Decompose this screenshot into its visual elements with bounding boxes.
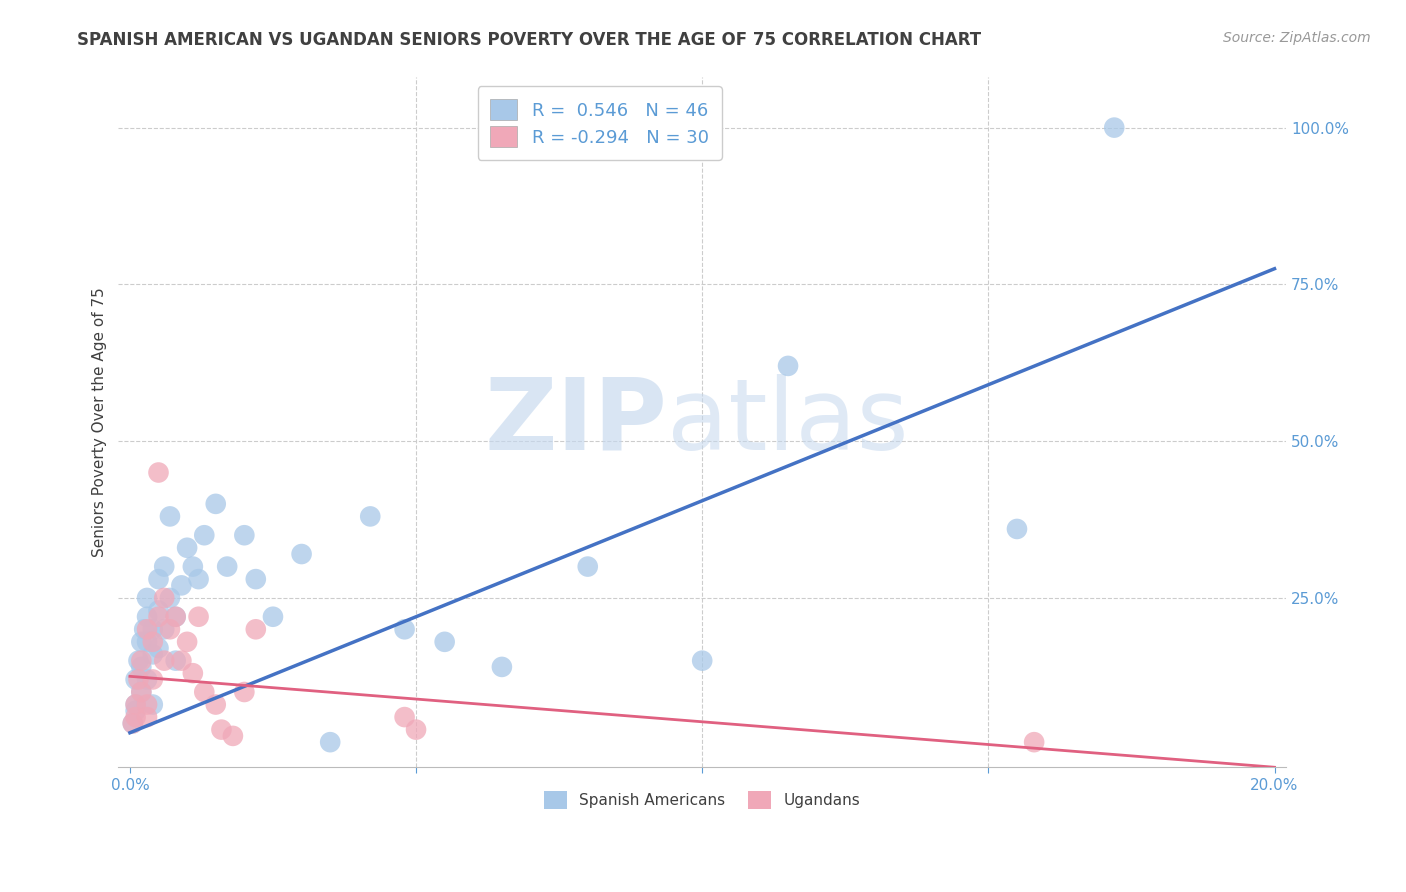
Point	[405, 723, 427, 737]
Point	[134, 622, 156, 636]
Point	[165, 609, 187, 624]
Point	[127, 673, 149, 687]
Point	[124, 704, 146, 718]
Point	[136, 609, 159, 624]
Point	[245, 572, 267, 586]
Point	[262, 609, 284, 624]
Text: ZIP: ZIP	[484, 374, 668, 471]
Point	[131, 685, 153, 699]
Point	[690, 654, 713, 668]
Point	[153, 622, 176, 636]
Text: atlas: atlas	[668, 374, 908, 471]
Point	[204, 497, 226, 511]
Point	[170, 654, 193, 668]
Point	[222, 729, 245, 743]
Point	[187, 609, 209, 624]
Point	[121, 716, 143, 731]
Point	[159, 509, 181, 524]
Point	[148, 609, 170, 624]
Point	[127, 654, 149, 668]
Point	[153, 591, 176, 605]
Point	[159, 622, 181, 636]
Point	[193, 685, 215, 699]
Point	[181, 559, 204, 574]
Point	[142, 673, 165, 687]
Point	[136, 591, 159, 605]
Point	[136, 673, 159, 687]
Point	[124, 710, 146, 724]
Point	[165, 654, 187, 668]
Point	[1024, 735, 1046, 749]
Point	[217, 559, 239, 574]
Point	[131, 685, 153, 699]
Point	[136, 622, 159, 636]
Point	[245, 622, 267, 636]
Point	[176, 635, 198, 649]
Text: SPANISH AMERICAN VS UGANDAN SENIORS POVERTY OVER THE AGE OF 75 CORRELATION CHART: SPANISH AMERICAN VS UGANDAN SENIORS POVE…	[77, 31, 981, 49]
Point	[153, 559, 176, 574]
Point	[148, 466, 170, 480]
Point	[290, 547, 312, 561]
Point	[136, 710, 159, 724]
Point	[148, 641, 170, 656]
Point	[136, 635, 159, 649]
Point	[165, 609, 187, 624]
Point	[193, 528, 215, 542]
Point	[319, 735, 342, 749]
Point	[576, 559, 599, 574]
Point	[142, 622, 165, 636]
Point	[776, 359, 799, 373]
Point	[181, 666, 204, 681]
Point	[153, 654, 176, 668]
Point	[394, 622, 416, 636]
Point	[394, 710, 416, 724]
Point	[204, 698, 226, 712]
Point	[491, 660, 513, 674]
Point	[211, 723, 233, 737]
Point	[233, 528, 256, 542]
Point	[142, 648, 165, 662]
Text: Source: ZipAtlas.com: Source: ZipAtlas.com	[1223, 31, 1371, 45]
Point	[136, 698, 159, 712]
Point	[124, 698, 146, 712]
Point	[176, 541, 198, 555]
Point	[233, 685, 256, 699]
Point	[124, 673, 146, 687]
Point	[131, 635, 153, 649]
Y-axis label: Seniors Poverty Over the Age of 75: Seniors Poverty Over the Age of 75	[93, 287, 107, 558]
Point	[142, 635, 165, 649]
Point	[359, 509, 381, 524]
Point	[124, 698, 146, 712]
Legend: Spanish Americans, Ugandans: Spanish Americans, Ugandans	[538, 785, 866, 814]
Point	[142, 698, 165, 712]
Point	[121, 716, 143, 731]
Point	[148, 572, 170, 586]
Point	[148, 603, 170, 617]
Point	[1104, 120, 1126, 135]
Point	[433, 635, 456, 649]
Point	[131, 654, 153, 668]
Point	[131, 660, 153, 674]
Point	[1005, 522, 1028, 536]
Point	[159, 591, 181, 605]
Point	[187, 572, 209, 586]
Point	[170, 578, 193, 592]
